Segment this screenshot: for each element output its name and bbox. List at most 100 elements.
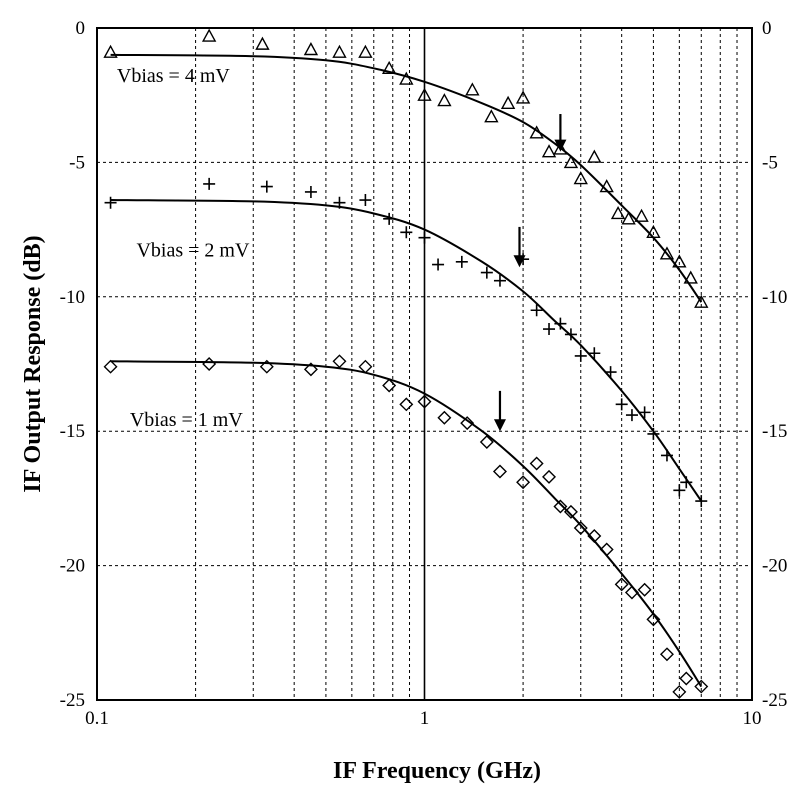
y-tick-label: -15 [60, 421, 85, 442]
diamond-marker [492, 464, 507, 479]
triangle-marker [563, 154, 579, 169]
arrow-head [554, 139, 567, 152]
diamond-marker [587, 529, 602, 544]
plus-marker [554, 317, 567, 330]
triangle-marker [399, 71, 414, 85]
fit-curve [110, 53, 703, 303]
triangle-marker [255, 36, 270, 50]
plus-marker [673, 484, 686, 497]
series-label: Vbias = 2 mV [136, 239, 249, 261]
y-tick-label: -10 [60, 287, 85, 308]
y-tick-label: -25 [60, 690, 85, 711]
diamond-marker [646, 612, 661, 627]
diamond-marker [479, 434, 494, 449]
triangle-marker [621, 211, 636, 225]
right-y-tick-label: -20 [762, 556, 787, 577]
triangle-marker [573, 171, 588, 185]
triangle-marker [332, 44, 347, 58]
series-label: Vbias = 1 mV [130, 409, 243, 431]
diamond-marker [672, 684, 687, 699]
diamond-marker [694, 679, 709, 694]
triangle-marker [484, 109, 499, 123]
diamond-marker [637, 582, 652, 597]
triangle-marker [672, 254, 687, 268]
annotation-arrows [493, 114, 567, 432]
triangle-marker [541, 144, 557, 158]
triangle-marker [610, 206, 626, 220]
plus-marker [493, 274, 506, 287]
plus-marker [564, 328, 577, 341]
diamond-marker [659, 647, 674, 662]
triangle-marker [465, 82, 480, 96]
diamond-marker [332, 354, 347, 369]
plus-marker [333, 196, 346, 209]
triangle-marker [437, 93, 452, 107]
triangle-marker [515, 90, 531, 104]
plus-marker [104, 196, 117, 209]
diamond-marker [303, 362, 318, 377]
plus-marker [480, 266, 493, 279]
data-markers [103, 28, 709, 699]
plus-marker [543, 323, 556, 336]
diamond-marker [437, 410, 452, 425]
plus-marker [695, 495, 708, 508]
right-y-tick-label: -25 [762, 690, 787, 711]
diamond-marker [382, 378, 397, 393]
diamond-marker [259, 359, 274, 374]
triangle-marker [683, 270, 698, 284]
y-tick-label: -20 [60, 556, 85, 577]
plus-marker [638, 406, 651, 419]
plus-marker [418, 231, 431, 244]
diamond-marker [460, 416, 475, 431]
plus-marker [304, 185, 317, 198]
diamond-marker [516, 475, 531, 490]
diamond-marker [679, 671, 694, 686]
plus-marker [660, 449, 673, 462]
x-tick-label: 1 [420, 708, 430, 729]
triangle-marker [634, 208, 649, 222]
diamond-marker [624, 585, 639, 600]
x-tick-label: 10 [743, 708, 762, 729]
y-axis-label: IF Output Response (dB) [20, 235, 46, 492]
y-tick-label: -5 [69, 152, 85, 173]
triangle-marker [500, 95, 516, 109]
right-y-tick-label: 0 [762, 18, 772, 39]
triangle-marker [529, 125, 544, 139]
diamond-marker [573, 520, 588, 535]
x-axis-label: IF Frequency (GHz) [333, 758, 541, 784]
fit-curves [110, 53, 703, 688]
plus-marker [203, 177, 216, 190]
triangle-marker [587, 149, 602, 163]
triangle-marker [381, 60, 397, 75]
arrow-head [493, 419, 506, 432]
series-label: Vbias = 4 mV [117, 65, 230, 87]
triangle-marker [201, 28, 217, 42]
right-y-tick-label: -15 [762, 421, 787, 442]
plus-marker [455, 255, 468, 268]
diamond-marker [399, 397, 414, 412]
triangle-marker [646, 224, 661, 238]
plus-marker [574, 349, 587, 362]
diamond-marker [563, 504, 578, 519]
plus-marker [260, 180, 273, 193]
triangle-marker [303, 42, 319, 56]
plot-frame [96, 27, 753, 701]
diamond-marker [614, 577, 629, 592]
plus-marker [530, 304, 543, 317]
triangle-marker [417, 87, 432, 101]
y-tick-label: 0 [76, 18, 86, 39]
right-y-tick-label: -5 [762, 152, 778, 173]
arrow-head [513, 255, 526, 268]
plus-marker [383, 212, 396, 225]
triangle-marker [694, 294, 709, 308]
plus-marker [647, 427, 660, 440]
plus-marker [625, 409, 638, 422]
plus-marker [400, 226, 413, 239]
diamond-marker [542, 469, 557, 484]
grid [97, 28, 752, 700]
diamond-marker [358, 359, 373, 374]
triangle-marker [599, 179, 614, 193]
plus-marker [359, 194, 372, 207]
x-tick-label: 0.1 [85, 708, 109, 729]
